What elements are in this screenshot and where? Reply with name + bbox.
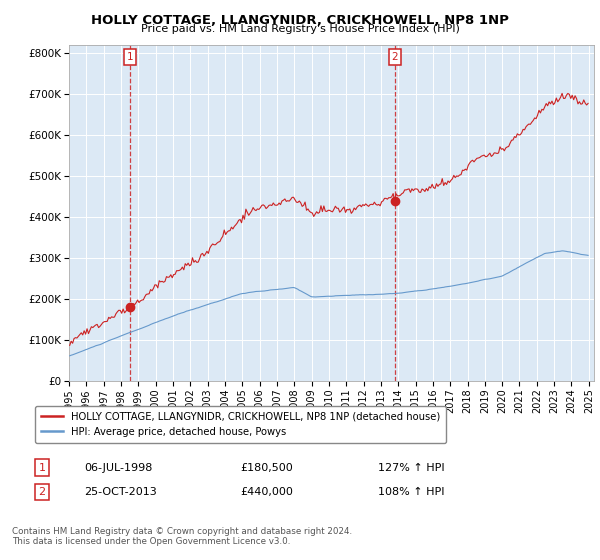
Text: Price paid vs. HM Land Registry's House Price Index (HPI): Price paid vs. HM Land Registry's House …	[140, 24, 460, 34]
Text: 127% ↑ HPI: 127% ↑ HPI	[378, 463, 445, 473]
Text: 108% ↑ HPI: 108% ↑ HPI	[378, 487, 445, 497]
Text: Contains HM Land Registry data © Crown copyright and database right 2024.
This d: Contains HM Land Registry data © Crown c…	[12, 526, 352, 546]
Text: £440,000: £440,000	[240, 487, 293, 497]
Text: 1: 1	[127, 52, 134, 62]
Text: 25-OCT-2013: 25-OCT-2013	[84, 487, 157, 497]
Legend: HOLLY COTTAGE, LLANGYNIDR, CRICKHOWELL, NP8 1NP (detached house), HPI: Average p: HOLLY COTTAGE, LLANGYNIDR, CRICKHOWELL, …	[35, 405, 446, 443]
Text: HOLLY COTTAGE, LLANGYNIDR, CRICKHOWELL, NP8 1NP: HOLLY COTTAGE, LLANGYNIDR, CRICKHOWELL, …	[91, 14, 509, 27]
Text: 2: 2	[38, 487, 46, 497]
Text: 2: 2	[391, 52, 398, 62]
Text: 06-JUL-1998: 06-JUL-1998	[84, 463, 152, 473]
Text: £180,500: £180,500	[240, 463, 293, 473]
Text: 1: 1	[38, 463, 46, 473]
